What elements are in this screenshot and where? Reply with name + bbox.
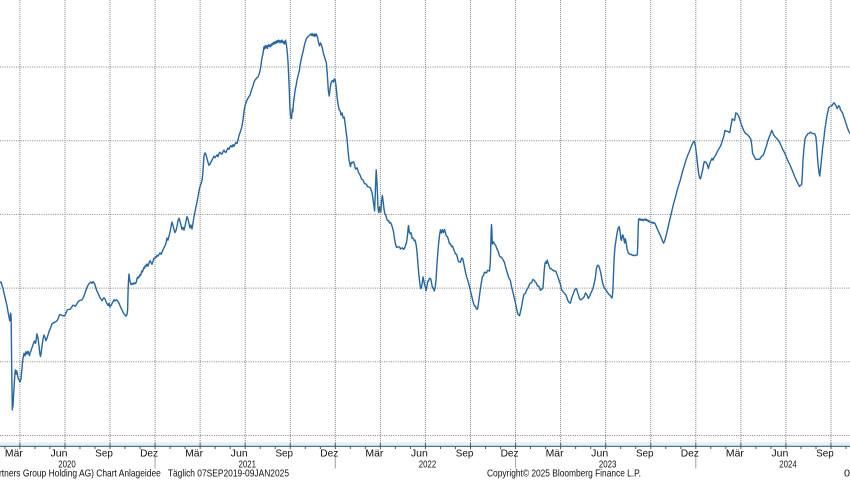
svg-text:Sep: Sep	[95, 447, 113, 459]
svg-text:Mär: Mär	[5, 447, 23, 459]
svg-text:Jun: Jun	[771, 447, 788, 459]
svg-text:Sep: Sep	[456, 447, 474, 459]
svg-text:Sep: Sep	[816, 447, 834, 459]
svg-text:Dez: Dez	[501, 447, 519, 459]
svg-text:2022: 2022	[419, 458, 437, 470]
svg-text:2024: 2024	[779, 458, 797, 470]
svg-text:Jun: Jun	[591, 447, 608, 459]
svg-text:rtners Group Holding AG) Chart: rtners Group Holding AG) Chart Anlageide…	[0, 468, 289, 480]
svg-text:Copyright© 2025 Bloomberg Fina: Copyright© 2025 Bloomberg Finance L.P.	[487, 468, 641, 480]
svg-text:Dez: Dez	[681, 447, 699, 459]
svg-text:09: 09	[844, 468, 850, 480]
svg-text:Sep: Sep	[636, 447, 654, 459]
svg-text:Dez: Dez	[140, 447, 158, 459]
svg-text:2020: 2020	[58, 458, 76, 470]
svg-text:Mär: Mär	[546, 447, 564, 459]
svg-text:Jun: Jun	[231, 447, 248, 459]
svg-text:Jun: Jun	[411, 447, 428, 459]
svg-text:2021: 2021	[239, 458, 257, 470]
svg-text:2023: 2023	[599, 458, 617, 470]
svg-text:Mär: Mär	[185, 447, 203, 459]
svg-text:Mär: Mär	[365, 447, 383, 459]
svg-text:Jun: Jun	[51, 447, 68, 459]
svg-text:Sep: Sep	[276, 447, 294, 459]
svg-text:Mär: Mär	[726, 447, 744, 459]
svg-text:Dez: Dez	[320, 447, 338, 459]
